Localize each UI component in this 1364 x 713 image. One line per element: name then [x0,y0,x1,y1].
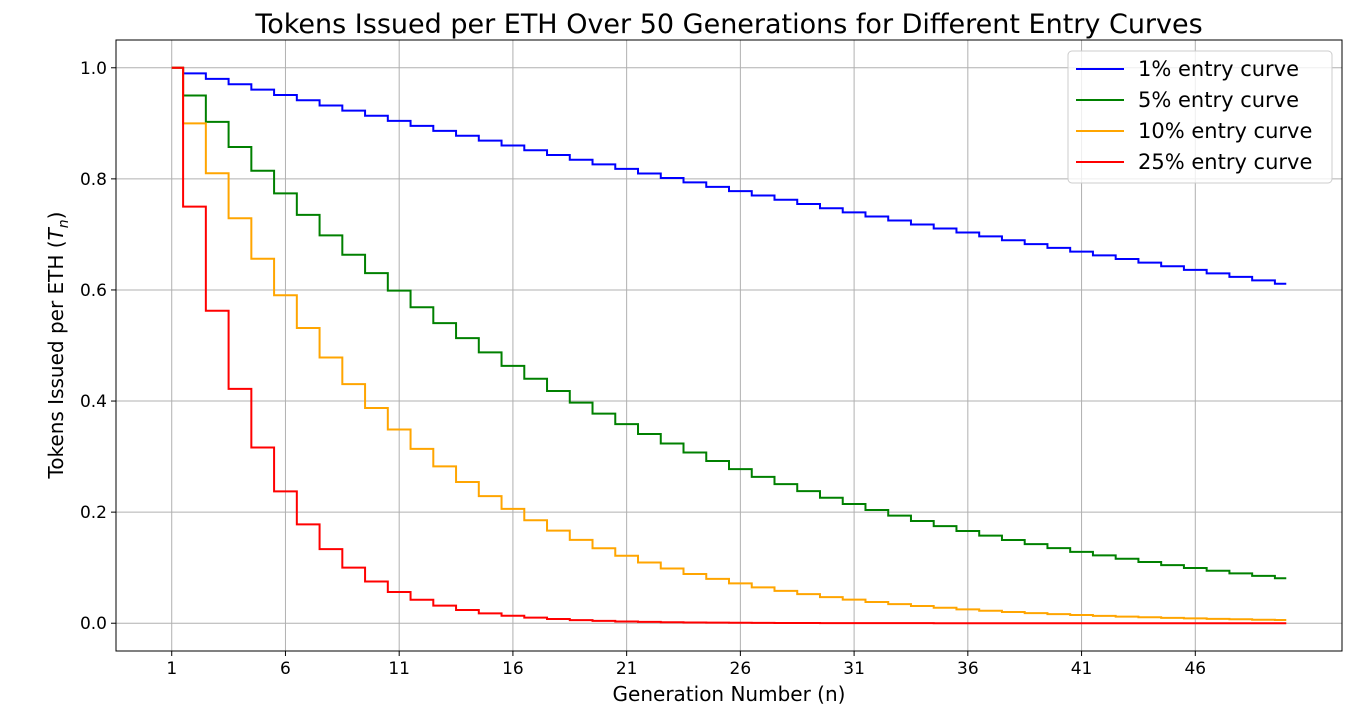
x-tick-label: 21 [616,659,638,679]
x-tick-label: 41 [1071,659,1093,679]
y-axis-label-suffix: ) [44,212,68,220]
x-axis: 1 6 11 16 21 26 31 36 41 46 [166,651,1206,679]
series-line-4 [171,66,1287,625]
y-tick-label: 0.4 [80,392,107,412]
x-tick-label: 26 [730,659,752,679]
y-tick-label: 1.0 [80,59,107,79]
x-axis-label: Generation Number (n) [613,682,846,706]
plot-frame [115,39,1343,652]
legend: 1% entry curve 5% entry curve 10% entry cu… [1067,50,1333,184]
legend-label-1: 1% entry curve [1138,57,1299,81]
legend-label-2: 5% entry curve [1138,88,1299,112]
y-axis: 0.0 0.2 0.4 0.6 0.8 1.0 [80,59,116,634]
y-axis-label-prefix: Tokens Issued per ETH ( [44,240,68,479]
x-tick-label: 46 [1184,659,1206,679]
y-axis-label: Tokens Issued per ETH (Tn) [44,212,72,480]
y-tick-label: 0.0 [80,614,107,634]
chart-title: Tokens Issued per ETH Over 50 Generation… [254,9,1202,40]
y-axis-label-subscript: n [56,219,72,228]
x-tick-label: 36 [957,659,979,679]
x-tick-label: 31 [843,659,865,679]
y-tick-label: 0.2 [80,503,107,523]
legend-label-3: 10% entry curve [1138,119,1312,143]
y-tick-label: 0.8 [80,170,107,190]
x-tick-label: 1 [166,659,177,679]
legend-label-4: 25% entry curve [1138,150,1312,174]
series-line-1 [171,66,1287,285]
x-tick-label: 6 [280,659,291,679]
series-line-2 [171,66,1287,580]
legend-box [1067,50,1333,184]
series-line-3 [171,66,1287,622]
y-axis-label-variable: T [44,226,68,240]
y-tick-label: 0.6 [80,281,107,301]
x-tick-label: 11 [388,659,410,679]
series-group [171,66,1287,625]
x-tick-label: 16 [502,659,524,679]
